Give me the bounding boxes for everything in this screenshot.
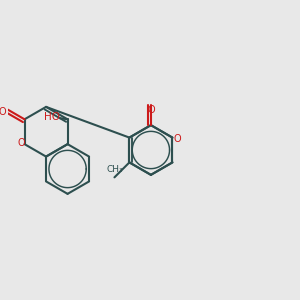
- Text: HO: HO: [44, 112, 59, 122]
- Text: CH₃: CH₃: [106, 165, 123, 174]
- Text: O: O: [147, 105, 155, 115]
- Text: O: O: [0, 106, 6, 117]
- Text: O: O: [17, 138, 25, 148]
- Text: O: O: [173, 134, 181, 144]
